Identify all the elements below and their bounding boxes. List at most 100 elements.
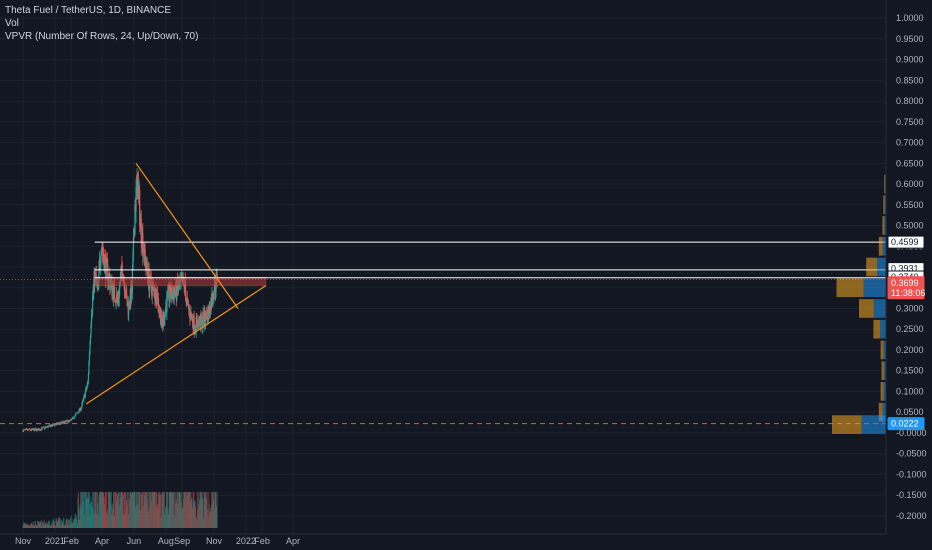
y-tick-label: 0.3000 xyxy=(896,303,924,313)
volume-bar xyxy=(212,500,214,528)
volume-bar xyxy=(173,492,175,528)
x-tick-label: Feb xyxy=(63,536,79,546)
volume-bar xyxy=(113,492,115,528)
volume-bar xyxy=(74,512,76,528)
y-tick-label: 0.8500 xyxy=(896,75,924,85)
volume-bar xyxy=(118,505,120,528)
candle xyxy=(70,419,72,421)
volume-bar xyxy=(115,492,117,528)
volume-bar xyxy=(53,520,55,528)
candle xyxy=(58,423,60,424)
trendline xyxy=(85,285,267,405)
candle xyxy=(213,291,215,299)
volume-bar xyxy=(99,492,101,528)
candle xyxy=(73,418,75,419)
volume-bar xyxy=(215,492,217,528)
candle xyxy=(90,315,93,326)
x-tick-label: 2021 xyxy=(45,536,65,546)
volume-bar xyxy=(135,507,137,528)
candle xyxy=(108,274,110,277)
volume-bar xyxy=(35,521,37,528)
volume-bar xyxy=(65,518,67,528)
dashed-level-label-box xyxy=(887,417,925,431)
candle xyxy=(44,427,46,429)
x-tick-label: Sep xyxy=(174,536,190,546)
candle xyxy=(71,417,73,420)
volume-bar xyxy=(69,519,71,528)
y-tick-label: 0.6500 xyxy=(896,158,924,168)
candle xyxy=(200,314,202,320)
volume-bar xyxy=(126,499,128,528)
candle xyxy=(167,286,169,292)
volume-bar xyxy=(47,522,49,528)
volume-bar xyxy=(213,492,215,528)
volume-bar xyxy=(211,504,213,528)
y-tick-label: -0.0000 xyxy=(896,428,927,438)
vpvr-indicator-label[interactable]: VPVR (Number Of Rows, 24, Up/Down, 70) xyxy=(5,31,199,42)
candle xyxy=(166,294,168,313)
volume-bar xyxy=(137,492,139,528)
volume-bar xyxy=(185,492,187,528)
volume-bar xyxy=(46,522,48,528)
candle xyxy=(65,420,68,422)
y-tick-label: 1.0000 xyxy=(896,13,924,23)
candle xyxy=(87,382,89,384)
volume-bar xyxy=(41,521,43,528)
volume-indicator-label[interactable]: Vol xyxy=(5,18,19,29)
volume-bar xyxy=(111,515,113,528)
volume-bar xyxy=(50,525,52,528)
volume-bar xyxy=(201,492,203,528)
volume-bar xyxy=(34,525,36,528)
volume-bar xyxy=(176,492,178,528)
volume-bar xyxy=(59,518,61,528)
candle xyxy=(133,234,136,237)
candle xyxy=(171,286,173,299)
volume-bar xyxy=(166,492,168,528)
candle xyxy=(205,311,207,323)
candle xyxy=(172,293,174,299)
volume-bar xyxy=(201,498,203,528)
candle xyxy=(91,295,94,311)
candle xyxy=(116,294,118,299)
volume-bar xyxy=(127,492,129,528)
candle xyxy=(201,317,203,328)
volume-bar xyxy=(191,497,193,528)
resistance-zone xyxy=(94,276,267,287)
candle xyxy=(95,273,97,275)
volume-bar xyxy=(36,525,38,528)
volume-bar xyxy=(172,492,174,528)
volume-bar xyxy=(110,492,112,528)
vpvr-bar-up xyxy=(880,382,884,401)
vpvr-bar-up xyxy=(873,319,881,339)
volume-bar xyxy=(199,492,201,528)
level-label-box xyxy=(887,235,925,249)
volume-bar xyxy=(139,492,141,528)
volume-bar xyxy=(61,521,63,528)
volume-bar xyxy=(202,498,204,528)
x-tick-label: Nov xyxy=(206,536,223,546)
volume-bar xyxy=(83,492,85,528)
candle xyxy=(188,306,190,311)
vpvr-bar-up xyxy=(859,299,874,318)
candle xyxy=(121,264,123,270)
volume-bar xyxy=(107,509,109,528)
candle xyxy=(142,233,144,255)
candle xyxy=(140,218,142,219)
candle xyxy=(72,417,74,419)
vpvr-bar-up xyxy=(836,278,864,298)
candle xyxy=(128,300,130,314)
volume-bar xyxy=(94,492,96,528)
volume-bar xyxy=(46,523,48,528)
volume-bar xyxy=(196,492,198,528)
volume-bar xyxy=(155,492,157,528)
volume-bar xyxy=(70,523,72,528)
volume-bar xyxy=(179,492,181,528)
candle xyxy=(106,258,108,260)
candle xyxy=(191,317,194,324)
volume-bar xyxy=(155,506,157,528)
volume-bar xyxy=(112,508,114,528)
volume-bar xyxy=(151,492,153,528)
volume-bar xyxy=(138,492,140,528)
volume-bar xyxy=(140,510,142,528)
